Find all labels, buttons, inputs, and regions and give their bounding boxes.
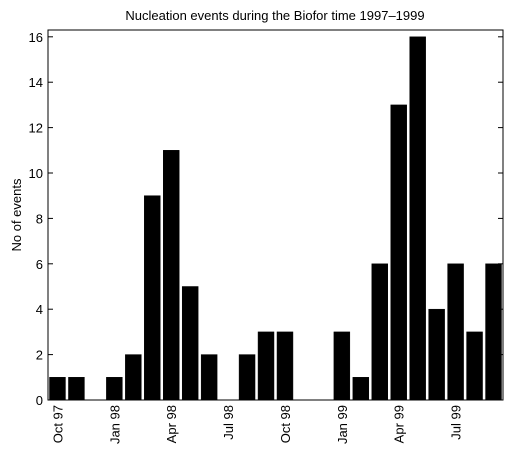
y-tick-label: 14 <box>29 75 43 90</box>
y-tick-label: 8 <box>36 211 43 226</box>
bar <box>163 150 180 401</box>
x-tick-label: Apr 99 <box>392 405 407 443</box>
bar <box>257 331 275 401</box>
y-tick-label: 10 <box>29 166 43 181</box>
x-tick-label: Apr 98 <box>164 405 179 443</box>
bar <box>485 263 502 401</box>
bar <box>409 36 426 401</box>
y-tick-label: 12 <box>29 121 43 136</box>
bar <box>371 263 388 401</box>
bar <box>276 331 294 401</box>
x-tick-label: Oct 97 <box>50 405 65 443</box>
bar <box>144 195 161 401</box>
bar <box>447 263 464 401</box>
bar <box>390 104 407 401</box>
y-tick-label: 0 <box>36 393 43 408</box>
x-tick-label: Jul 99 <box>449 405 464 440</box>
y-axis-label: No of events <box>9 178 24 251</box>
chart-title: Nucleation events during the Biofor time… <box>125 8 424 23</box>
y-tick-label: 4 <box>36 302 43 317</box>
bar <box>333 331 351 401</box>
x-tick-label: Jul 98 <box>221 405 236 440</box>
bar <box>428 308 445 401</box>
bar <box>238 354 256 401</box>
bar <box>106 377 123 401</box>
x-tick-label: Jan 98 <box>107 405 122 444</box>
y-tick-label: 2 <box>36 348 43 363</box>
bar <box>181 286 199 401</box>
bar <box>49 377 66 401</box>
x-tick-label: Oct 98 <box>278 405 293 443</box>
y-tick-label: 6 <box>36 257 43 272</box>
bar <box>200 354 218 401</box>
plot-frame <box>47 29 504 401</box>
bar <box>466 331 483 401</box>
y-tick-label: 16 <box>29 30 43 45</box>
bar <box>125 354 142 401</box>
bar <box>68 377 85 401</box>
x-tick-label: Jan 99 <box>335 405 350 444</box>
bar <box>352 377 370 401</box>
